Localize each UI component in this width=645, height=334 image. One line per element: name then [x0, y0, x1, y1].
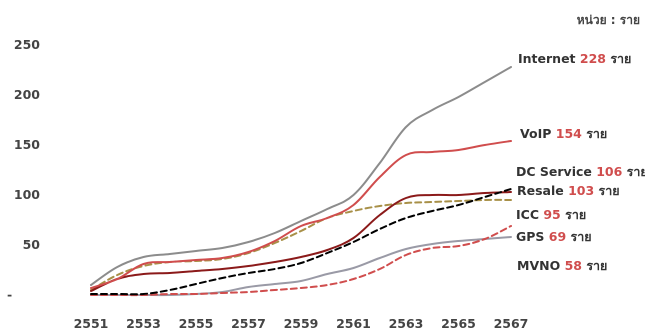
series-label-voip: VoIP 154 ราย [520, 126, 607, 141]
y-tick-label: 200 [14, 87, 40, 102]
series-line-gps [90, 225, 512, 297]
series-unit: ราย [622, 164, 645, 179]
series-line-voip [90, 140, 512, 289]
series-label-mvno: MVNO 58 ราย [517, 258, 607, 273]
x-tick-label: 2559 [284, 316, 319, 331]
series-name: ICC [516, 207, 543, 222]
series-line-resale [90, 191, 512, 292]
series-line-dc-service [90, 188, 512, 296]
series-line-internet [90, 66, 512, 286]
x-tick-label: 2551 [74, 316, 109, 331]
series-unit: ราย [594, 183, 619, 198]
x-tick-label: 2565 [441, 316, 476, 331]
series-name: Resale [517, 183, 568, 198]
x-tick-label: 2563 [389, 316, 424, 331]
y-tick-label: 250 [14, 37, 40, 52]
series-lines [90, 66, 512, 297]
y-tick-label: 150 [14, 137, 40, 152]
series-count: 95 [543, 207, 560, 222]
series-label-icc: ICC 95 ราย [516, 207, 586, 222]
y-axis: - 50 100 150 200 250 [7, 37, 40, 302]
series-name: GPS [516, 229, 549, 244]
x-tick-label: 2557 [231, 316, 266, 331]
series-unit: ราย [566, 229, 591, 244]
series-label-gps: GPS 69 ราย [516, 229, 592, 244]
series-unit: ราย [582, 126, 607, 141]
series-count: 69 [549, 229, 566, 244]
series-name: MVNO [517, 258, 565, 273]
series-unit: ราย [606, 51, 631, 66]
unit-label: หน่วย : ราย [577, 13, 640, 27]
series-line-icc [90, 198, 512, 291]
series-count: 106 [596, 164, 622, 179]
series-name: Internet [518, 51, 580, 66]
series-count: 103 [568, 183, 594, 198]
y-tick-label: 50 [23, 237, 41, 252]
y-tick-label: - [7, 287, 12, 302]
x-tick-label: 2561 [336, 316, 371, 331]
series-line-mvno [90, 236, 512, 297]
series-label-dc-service: DC Service 106 ราย [516, 164, 645, 179]
series-name: DC Service [516, 164, 596, 179]
series-unit: ราย [582, 258, 607, 273]
series-name: VoIP [520, 126, 556, 141]
series-count: 228 [580, 51, 606, 66]
y-tick-label: 100 [14, 187, 40, 202]
series-label-resale: Resale 103 ราย [517, 183, 620, 198]
series-unit: ราย [561, 207, 586, 222]
series-count: 154 [556, 126, 582, 141]
series-count: 58 [565, 258, 582, 273]
x-tick-label: 2553 [126, 316, 161, 331]
x-axis: 2551 2553 2555 2557 2559 2561 2563 2565 2567 [74, 316, 529, 331]
x-tick-label: 2567 [494, 316, 529, 331]
series-label-internet: Internet 228 ราย [518, 51, 631, 66]
x-tick-label: 2555 [179, 316, 214, 331]
